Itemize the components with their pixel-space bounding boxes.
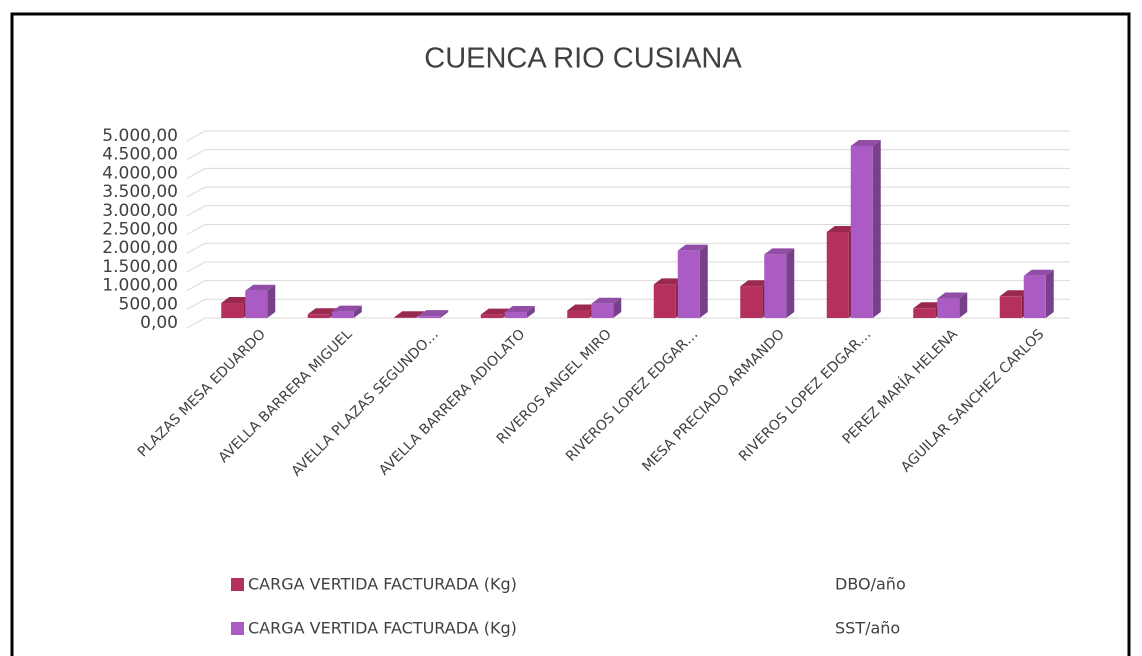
legend-unit: SST/año — [835, 619, 900, 638]
y-tick-label: 4.500,00 — [102, 145, 178, 165]
bar — [826, 231, 849, 318]
y-tick-label: 5.000,00 — [102, 126, 178, 146]
bar-top — [850, 139, 881, 146]
y-tick-label: 1.500,00 — [102, 257, 178, 277]
bar — [653, 284, 676, 318]
chart-title: CUENCA RIO CUSIANA — [424, 43, 742, 75]
bar — [740, 286, 763, 318]
bar — [999, 296, 1022, 318]
bar-top — [653, 278, 684, 285]
y-tick-label: 4.000,00 — [102, 163, 178, 183]
y-tick-label: 500,00 — [119, 294, 178, 314]
bar-side — [699, 244, 708, 318]
bar-top — [677, 244, 708, 251]
bar — [1023, 275, 1046, 318]
bar — [418, 316, 441, 318]
legend-unit: DBO/año — [835, 575, 906, 594]
legend-label: CARGA VERTIDA FACTURADA (Kg) — [248, 619, 517, 638]
bar-top — [504, 306, 535, 313]
y-tick-label: 0,00 — [140, 313, 178, 333]
grid-line — [186, 205, 1070, 217]
y-tick-label: 2.500,00 — [102, 220, 178, 240]
bar-top — [245, 284, 276, 291]
grid-line — [186, 130, 1070, 142]
bar — [307, 314, 330, 318]
bar-side — [267, 284, 276, 318]
legend-label: CARGA VERTIDA FACTURADA (Kg) — [248, 575, 517, 594]
bar — [394, 317, 417, 318]
legend-swatch — [231, 622, 244, 635]
grid-line — [186, 242, 1070, 254]
bar — [937, 298, 960, 318]
bar-top — [221, 297, 252, 304]
bar-side — [959, 292, 968, 318]
bar — [331, 311, 354, 318]
bar-top — [999, 290, 1030, 297]
bar — [245, 290, 268, 318]
bar-top — [307, 308, 338, 315]
bar-top — [418, 310, 449, 317]
bar-top — [567, 304, 598, 311]
bar-side — [786, 248, 795, 318]
bar-side — [526, 306, 535, 318]
bar-top — [937, 292, 968, 299]
bar-side — [440, 310, 449, 318]
bar — [850, 145, 873, 318]
bar — [504, 312, 527, 318]
grid-line — [186, 167, 1070, 179]
y-tick-label: 3.000,00 — [102, 201, 178, 221]
bar — [480, 314, 503, 318]
bar-side — [872, 139, 881, 318]
grid-line — [186, 186, 1070, 198]
y-tick-label: 3.500,00 — [102, 182, 178, 202]
y-tick-label: 1.000,00 — [102, 276, 178, 296]
bar — [677, 250, 700, 318]
bar — [764, 254, 787, 318]
bar-top — [740, 280, 771, 287]
bar-top — [331, 305, 362, 312]
bar-top — [826, 225, 857, 232]
bar-top — [913, 302, 944, 309]
grid-line — [186, 149, 1070, 161]
bar-side — [1045, 269, 1054, 318]
bar-side — [613, 297, 622, 318]
legend-swatch — [231, 578, 244, 591]
bar-top — [1023, 269, 1054, 276]
bar-top — [394, 311, 425, 318]
bar-side — [353, 305, 362, 318]
bar — [591, 303, 614, 318]
bar — [567, 310, 590, 318]
grid-line — [186, 224, 1070, 235]
y-tick-label: 2.000,00 — [102, 238, 178, 258]
bar — [221, 303, 244, 318]
frame — [10, 12, 1131, 656]
bar-top — [591, 297, 622, 304]
bar-top — [480, 308, 511, 315]
bar-top — [764, 248, 795, 255]
bar — [913, 308, 936, 318]
